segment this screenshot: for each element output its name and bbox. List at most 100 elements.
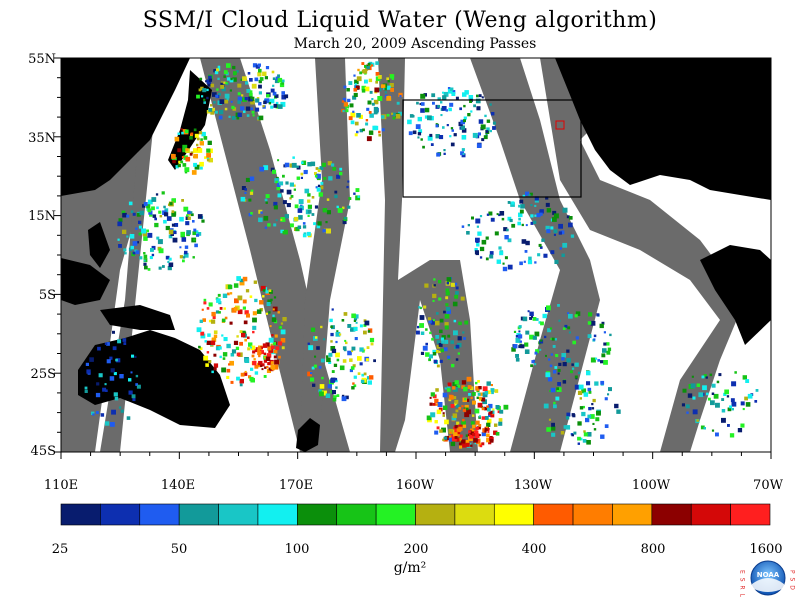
cloud-cell bbox=[566, 215, 570, 219]
cloud-cell bbox=[292, 156, 295, 159]
cloud-cell bbox=[587, 334, 592, 339]
colorbar-swatch bbox=[493, 503, 534, 526]
cloud-cell bbox=[571, 367, 575, 370]
cloud-cell bbox=[136, 212, 141, 217]
cloud-cell bbox=[468, 393, 471, 396]
cloud-cell bbox=[200, 333, 206, 339]
cloud-cell bbox=[470, 396, 473, 400]
cloud-cell bbox=[254, 371, 259, 375]
cloud-cell bbox=[559, 247, 562, 250]
cloud-cell bbox=[258, 79, 262, 84]
cloud-cell bbox=[367, 330, 371, 333]
cloud-cell bbox=[200, 138, 203, 141]
cloud-cell bbox=[248, 375, 252, 379]
cloud-cell bbox=[370, 342, 374, 346]
cloud-cell bbox=[294, 204, 299, 209]
cloud-cell bbox=[604, 424, 609, 428]
lat-label-25s: 25S bbox=[30, 367, 56, 382]
cloud-cell bbox=[274, 178, 280, 183]
colorbar-swatch bbox=[336, 503, 377, 526]
cloud-cell bbox=[363, 330, 367, 335]
cloud-cell bbox=[525, 224, 528, 227]
cloud-cell bbox=[249, 191, 254, 195]
cloud-cell bbox=[471, 392, 476, 396]
cloud-cell bbox=[330, 325, 333, 328]
cloud-cell bbox=[357, 68, 360, 72]
cloud-cell bbox=[213, 101, 216, 104]
cloud-cell bbox=[463, 407, 466, 410]
cloud-cell bbox=[341, 396, 347, 402]
cloud-cell bbox=[212, 92, 217, 97]
cloud-cell bbox=[293, 184, 296, 187]
cloud-cell bbox=[351, 313, 356, 319]
cloud-cell bbox=[278, 104, 283, 109]
cloud-cell bbox=[429, 133, 433, 137]
cloud-cell bbox=[265, 342, 270, 347]
cloud-cell bbox=[473, 438, 478, 443]
colorbar-label-50: 50 bbox=[170, 542, 188, 557]
cloud-cell bbox=[554, 259, 559, 264]
cloud-cell bbox=[439, 429, 443, 433]
cloud-cell bbox=[438, 297, 442, 301]
cloud-cell bbox=[346, 88, 350, 92]
cloud-cell bbox=[244, 97, 248, 101]
cloud-cell bbox=[614, 403, 619, 409]
cloud-cell bbox=[451, 90, 456, 94]
cloud-cell bbox=[237, 309, 243, 315]
colorbar-swatch bbox=[572, 503, 613, 526]
cloud-cell bbox=[371, 64, 374, 67]
cloud-cell bbox=[198, 131, 203, 135]
cloud-cell bbox=[754, 400, 758, 403]
cloud-cell bbox=[187, 216, 191, 220]
cloud-cell bbox=[506, 228, 509, 232]
cloud-cell bbox=[528, 194, 531, 197]
cloud-cell bbox=[549, 364, 553, 368]
cloud-cell bbox=[529, 192, 533, 196]
cloud-cell bbox=[703, 374, 707, 378]
cloud-cell bbox=[518, 212, 523, 218]
cloud-cell bbox=[221, 87, 226, 92]
cloud-cell bbox=[270, 167, 275, 172]
cloud-cell bbox=[707, 397, 711, 401]
cloud-cell bbox=[607, 393, 610, 396]
cloud-cell bbox=[175, 165, 179, 169]
cloud-cell bbox=[195, 230, 199, 234]
cloud-cell bbox=[141, 228, 147, 234]
cloud-cell bbox=[461, 405, 464, 408]
cloud-cell bbox=[315, 186, 318, 189]
cloud-cell bbox=[458, 321, 462, 326]
cloud-cell bbox=[475, 218, 481, 224]
cloud-cell bbox=[455, 291, 459, 295]
cloud-cell bbox=[282, 230, 286, 235]
cloud-cell bbox=[205, 80, 208, 83]
cloud-cell bbox=[95, 392, 101, 398]
cloud-cell bbox=[226, 77, 231, 81]
cloud-cell bbox=[252, 63, 258, 68]
cloud-cell bbox=[453, 319, 457, 323]
cloud-cell bbox=[226, 368, 231, 373]
cloud-cell bbox=[423, 305, 427, 309]
cloud-cell bbox=[143, 236, 148, 241]
cloud-cell bbox=[452, 382, 457, 386]
cloud-cell bbox=[353, 88, 358, 92]
cloud-cell bbox=[231, 116, 236, 120]
cloud-cell bbox=[440, 101, 443, 104]
cloud-cell bbox=[237, 92, 241, 96]
colorbar-label-800: 800 bbox=[640, 542, 666, 557]
cloud-cell bbox=[100, 413, 105, 417]
cloud-cell bbox=[492, 126, 496, 130]
cloud-cell bbox=[184, 167, 190, 173]
cloud-cell bbox=[237, 96, 242, 101]
cloud-cell bbox=[409, 114, 414, 118]
colorbar-swatch bbox=[257, 503, 298, 526]
cloud-cell bbox=[138, 220, 142, 224]
cloud-cell bbox=[480, 124, 486, 130]
cloud-cell bbox=[297, 225, 302, 229]
cloud-cell bbox=[357, 372, 361, 375]
cloud-cell bbox=[353, 326, 358, 331]
cloud-cell bbox=[463, 386, 468, 392]
cloud-cell bbox=[525, 240, 530, 246]
cloud-cell bbox=[250, 107, 253, 111]
cloud-cell bbox=[201, 131, 206, 137]
cloud-cell bbox=[366, 107, 370, 111]
